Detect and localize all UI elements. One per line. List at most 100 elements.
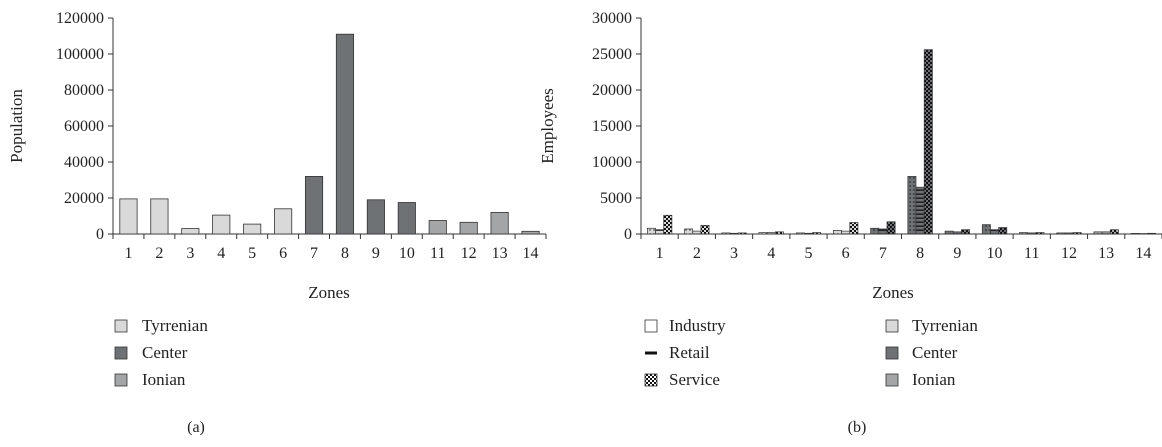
retail-bar-zone-8	[916, 187, 924, 234]
retail-bar-pattern	[693, 231, 701, 234]
service-bar-zone-11	[1036, 233, 1044, 234]
service-bar-pattern	[924, 50, 932, 234]
legend-label-zone-center: Center	[912, 343, 958, 362]
y-tick-label: 0	[96, 226, 104, 243]
legend-swatch-industry	[645, 320, 657, 332]
legend-label-service: Service	[669, 370, 720, 389]
industry-bar-zone-14	[1131, 233, 1139, 234]
retail-bar-zone-4	[767, 233, 775, 234]
industry-bar-zone-5	[796, 233, 804, 234]
service-bar-zone-2	[701, 225, 709, 234]
legend-swatch-zone-center	[886, 347, 898, 359]
y-tick-label: 25000	[592, 46, 632, 63]
service-bar-zone-9	[961, 230, 969, 234]
x-tick-label: 13	[492, 245, 508, 262]
x-tick-label: 11	[430, 245, 445, 262]
employees-bars	[647, 50, 1155, 234]
industry-bar-pattern	[871, 228, 879, 234]
x-tick-label: 4	[767, 245, 775, 262]
service-bar-zone-4	[775, 232, 783, 234]
legend-swatch-retail	[645, 352, 657, 355]
retail-bar-zone-12	[1065, 233, 1073, 234]
industry-bar-zone-4	[759, 233, 767, 234]
x-tick-label: 3	[186, 245, 194, 262]
x-tick-label: 5	[804, 245, 812, 262]
service-bar-pattern	[664, 215, 672, 234]
legend-label-industry: Industry	[669, 316, 726, 335]
legend-label-ionian: Ionian	[142, 370, 186, 389]
population-legend: Tyrrenian Center Ionian	[115, 316, 208, 389]
service-bar-zone-14	[1147, 233, 1155, 234]
legend-swatch-service	[645, 374, 657, 386]
y-tick-label: 80000	[64, 82, 104, 99]
retail-bar-zone-7	[879, 229, 887, 234]
retail-bar-zone-11	[1028, 233, 1036, 234]
y-tick-label: 0	[624, 226, 632, 243]
retail-bar-pattern	[656, 230, 664, 234]
population-bar-zone-5	[244, 224, 261, 234]
population-axes	[113, 18, 546, 234]
population-bar-zone-1	[120, 199, 137, 234]
industry-bar-zone-1	[647, 228, 655, 234]
industry-bar-zone-12	[1057, 233, 1065, 234]
x-tick-label: 13	[1098, 245, 1114, 262]
legend-label-tyrrenian: Tyrrenian	[142, 316, 208, 335]
x-tick-label: 9	[372, 245, 380, 262]
service-bar-zone-3	[738, 233, 746, 234]
service-bar-pattern	[887, 222, 895, 234]
y-tick-label: 30000	[592, 10, 632, 27]
x-tick-label: 9	[953, 245, 961, 262]
industry-bar-pattern	[833, 230, 841, 234]
legend-swatch-service-fill	[645, 374, 657, 386]
y-tick-label: 20000	[592, 82, 632, 99]
population-bar-zone-11	[429, 221, 446, 235]
y-tick-label: 20000	[64, 190, 104, 207]
legend-label-center: Center	[142, 343, 188, 362]
x-tick-label: 7	[879, 245, 887, 262]
retail-bar-zone-6	[842, 231, 850, 234]
population-bar-zone-2	[151, 199, 168, 234]
industry-bar-zone-8	[908, 176, 916, 234]
employees-y-axis-title: Employees	[538, 88, 557, 164]
population-bar-zone-8	[336, 34, 353, 234]
industry-bar-zone-11	[1019, 233, 1027, 234]
service-bar-zone-7	[887, 222, 895, 234]
industry-bar-zone-3	[722, 233, 730, 234]
legend-label-zone-ionian: Ionian	[912, 370, 956, 389]
population-bar-zone-6	[274, 209, 291, 234]
service-bar-zone-12	[1073, 233, 1081, 234]
retail-bar-pattern	[990, 230, 998, 234]
x-tick-label: 6	[842, 245, 850, 262]
retail-bar-zone-10	[990, 230, 998, 234]
y-tick-label: 10000	[592, 154, 632, 171]
industry-bar-zone-10	[982, 225, 990, 234]
x-tick-label: 7	[310, 245, 318, 262]
x-tick-label: 14	[523, 245, 539, 262]
retail-bar-zone-1	[656, 230, 664, 234]
x-tick-label: 1	[656, 245, 664, 262]
retail-bar-pattern	[842, 231, 850, 234]
industry-bar-pattern	[908, 176, 916, 234]
population-x-axis-title: Zones	[308, 283, 350, 302]
industry-bar-zone-6	[833, 230, 841, 234]
x-tick-label: 8	[916, 245, 924, 262]
retail-bar-zone-13	[1102, 232, 1110, 234]
population-bar-zone-14	[522, 231, 539, 234]
industry-bar-zone-7	[871, 228, 879, 234]
retail-bar-pattern	[879, 229, 887, 234]
retail-bar-zone-2	[693, 231, 701, 234]
industry-bar-pattern	[647, 228, 655, 234]
legend-swatch-zone-tyrrenian	[886, 320, 898, 332]
service-bar-zone-13	[1110, 230, 1118, 234]
retail-bar-zone-5	[804, 233, 812, 234]
service-bar-pattern	[850, 222, 858, 234]
x-tick-label: 6	[279, 245, 287, 262]
service-bar-zone-10	[999, 228, 1007, 234]
x-tick-label: 2	[693, 245, 701, 262]
